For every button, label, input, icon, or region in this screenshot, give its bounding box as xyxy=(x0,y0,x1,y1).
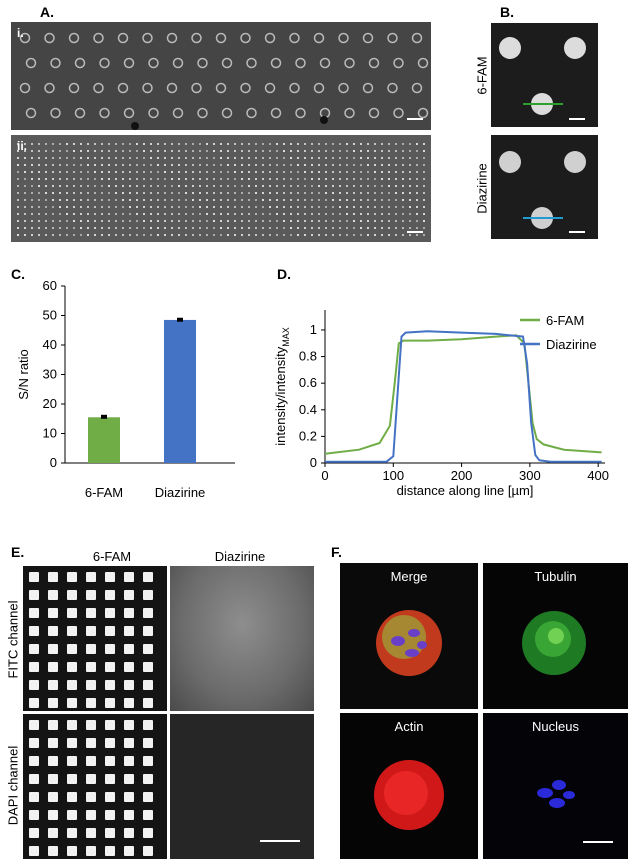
panel-a-ii-sublabel: ii. xyxy=(17,139,28,153)
panel-e-6fam-fitc-image xyxy=(23,566,167,711)
d-x-tick-label: 400 xyxy=(587,468,609,483)
d-x-tick-label: 100 xyxy=(382,468,404,483)
panel-f-merge-title: Merge xyxy=(390,569,428,584)
d-series-line-0 xyxy=(324,334,602,455)
c-error-bar-1 xyxy=(177,317,183,322)
sn-ratio-bar-chart: 0 10 20 30 40 50 60 6-FAM Diazirine S/N ratio xyxy=(16,278,235,500)
dot-array-image xyxy=(17,143,425,236)
panel-e-diazirine-dapi-image xyxy=(170,714,314,859)
c-y-tick-label: 30 xyxy=(43,367,57,382)
c-y-tick-label: 60 xyxy=(43,278,57,293)
panel-a-i-image: i. xyxy=(11,22,431,130)
scale-bar xyxy=(569,118,585,120)
panel-f-merge-image: Merge xyxy=(340,563,478,709)
c-y-tick-label: 50 xyxy=(43,308,57,323)
c-y-axis-label: S/N ratio xyxy=(16,349,31,400)
d-y-axis-label: intensity/intensityMAX xyxy=(273,327,291,446)
panel-f-actin-title: Actin xyxy=(394,719,424,734)
panel-b-row-label-diazirine: Diazirine xyxy=(474,163,490,214)
d-x-tick-label: 200 xyxy=(451,468,473,483)
scale-bar xyxy=(583,841,613,843)
d-series-line-1 xyxy=(325,330,602,463)
panel-f-tubulin-image: Tubulin xyxy=(483,563,628,709)
d-legend-label-0: 6-FAM xyxy=(546,313,584,328)
panel-e-col-diazirine: Diazirine xyxy=(214,549,266,564)
panel-b-diazirine-image xyxy=(491,135,598,239)
intensity-profile-line-chart: 0 0.2 0.4 0.6 0.8 1 0 100 200 300 400 6-FAM Diazirin… xyxy=(273,310,609,498)
panel-a-label: A. xyxy=(40,4,54,20)
scale-bar xyxy=(407,118,423,120)
d-y-tick-label: 0.8 xyxy=(299,349,317,364)
c-y-tick-label: 10 xyxy=(43,426,57,441)
panel-d-label: D. xyxy=(277,266,291,282)
d-x-tick-label: 0 xyxy=(321,468,328,483)
panel-e-diazirine-fitc-image xyxy=(170,566,314,711)
panel-b-row-label-6fam: 6-FAM xyxy=(474,56,490,95)
panel-b-label: B. xyxy=(500,4,514,20)
panel-e-row-dapi: DAPI channel xyxy=(5,745,21,826)
scale-bar xyxy=(569,231,585,233)
panel-e-row-fitc: FITC channel xyxy=(5,600,21,679)
c-y-tick-label: 40 xyxy=(43,337,57,352)
panel-f-nucleus-image: Nucleus xyxy=(483,713,628,859)
d-y-tick-label: 0.4 xyxy=(299,402,317,417)
panel-f-actin-image: Actin xyxy=(340,713,478,859)
c-category-label: 6-FAM xyxy=(85,485,123,500)
d-legend-label-1: Diazirine xyxy=(546,337,597,352)
panel-f-label: F. xyxy=(331,544,342,560)
panel-e-label: E. xyxy=(11,544,25,560)
panel-f-nucleus-title: Nucleus xyxy=(532,719,579,734)
d-y-tick-label: 0 xyxy=(310,455,317,470)
c-y-tick-label: 20 xyxy=(43,396,57,411)
c-bar-0 xyxy=(88,417,120,463)
d-y-tick-label: 0.6 xyxy=(299,375,317,390)
panel-b-6fam-image xyxy=(491,23,598,127)
c-bar-1 xyxy=(164,319,196,463)
d-x-axis-label: distance along line [µm] xyxy=(397,483,534,498)
panel-e-col-6fam: 6-FAM xyxy=(92,549,132,564)
d-y-tick-label: 1 xyxy=(310,322,317,337)
panel-e-6fam-dapi-image xyxy=(23,714,167,859)
panel-c-label: C. xyxy=(11,266,25,282)
panel-a-ii-image: ii. xyxy=(11,135,431,242)
c-y-tick-label: 0 xyxy=(50,455,57,470)
c-error-bar-0 xyxy=(101,414,107,419)
c-category-label: Diazirine xyxy=(155,485,206,500)
scale-bar xyxy=(260,840,300,842)
cell-array-image xyxy=(19,32,429,130)
scale-bar xyxy=(407,231,423,233)
d-x-tick-label: 300 xyxy=(519,468,541,483)
panel-a-i-sublabel: i. xyxy=(17,26,24,40)
d-y-tick-label: 0.2 xyxy=(299,428,317,443)
panel-f-tubulin-title: Tubulin xyxy=(534,569,577,584)
